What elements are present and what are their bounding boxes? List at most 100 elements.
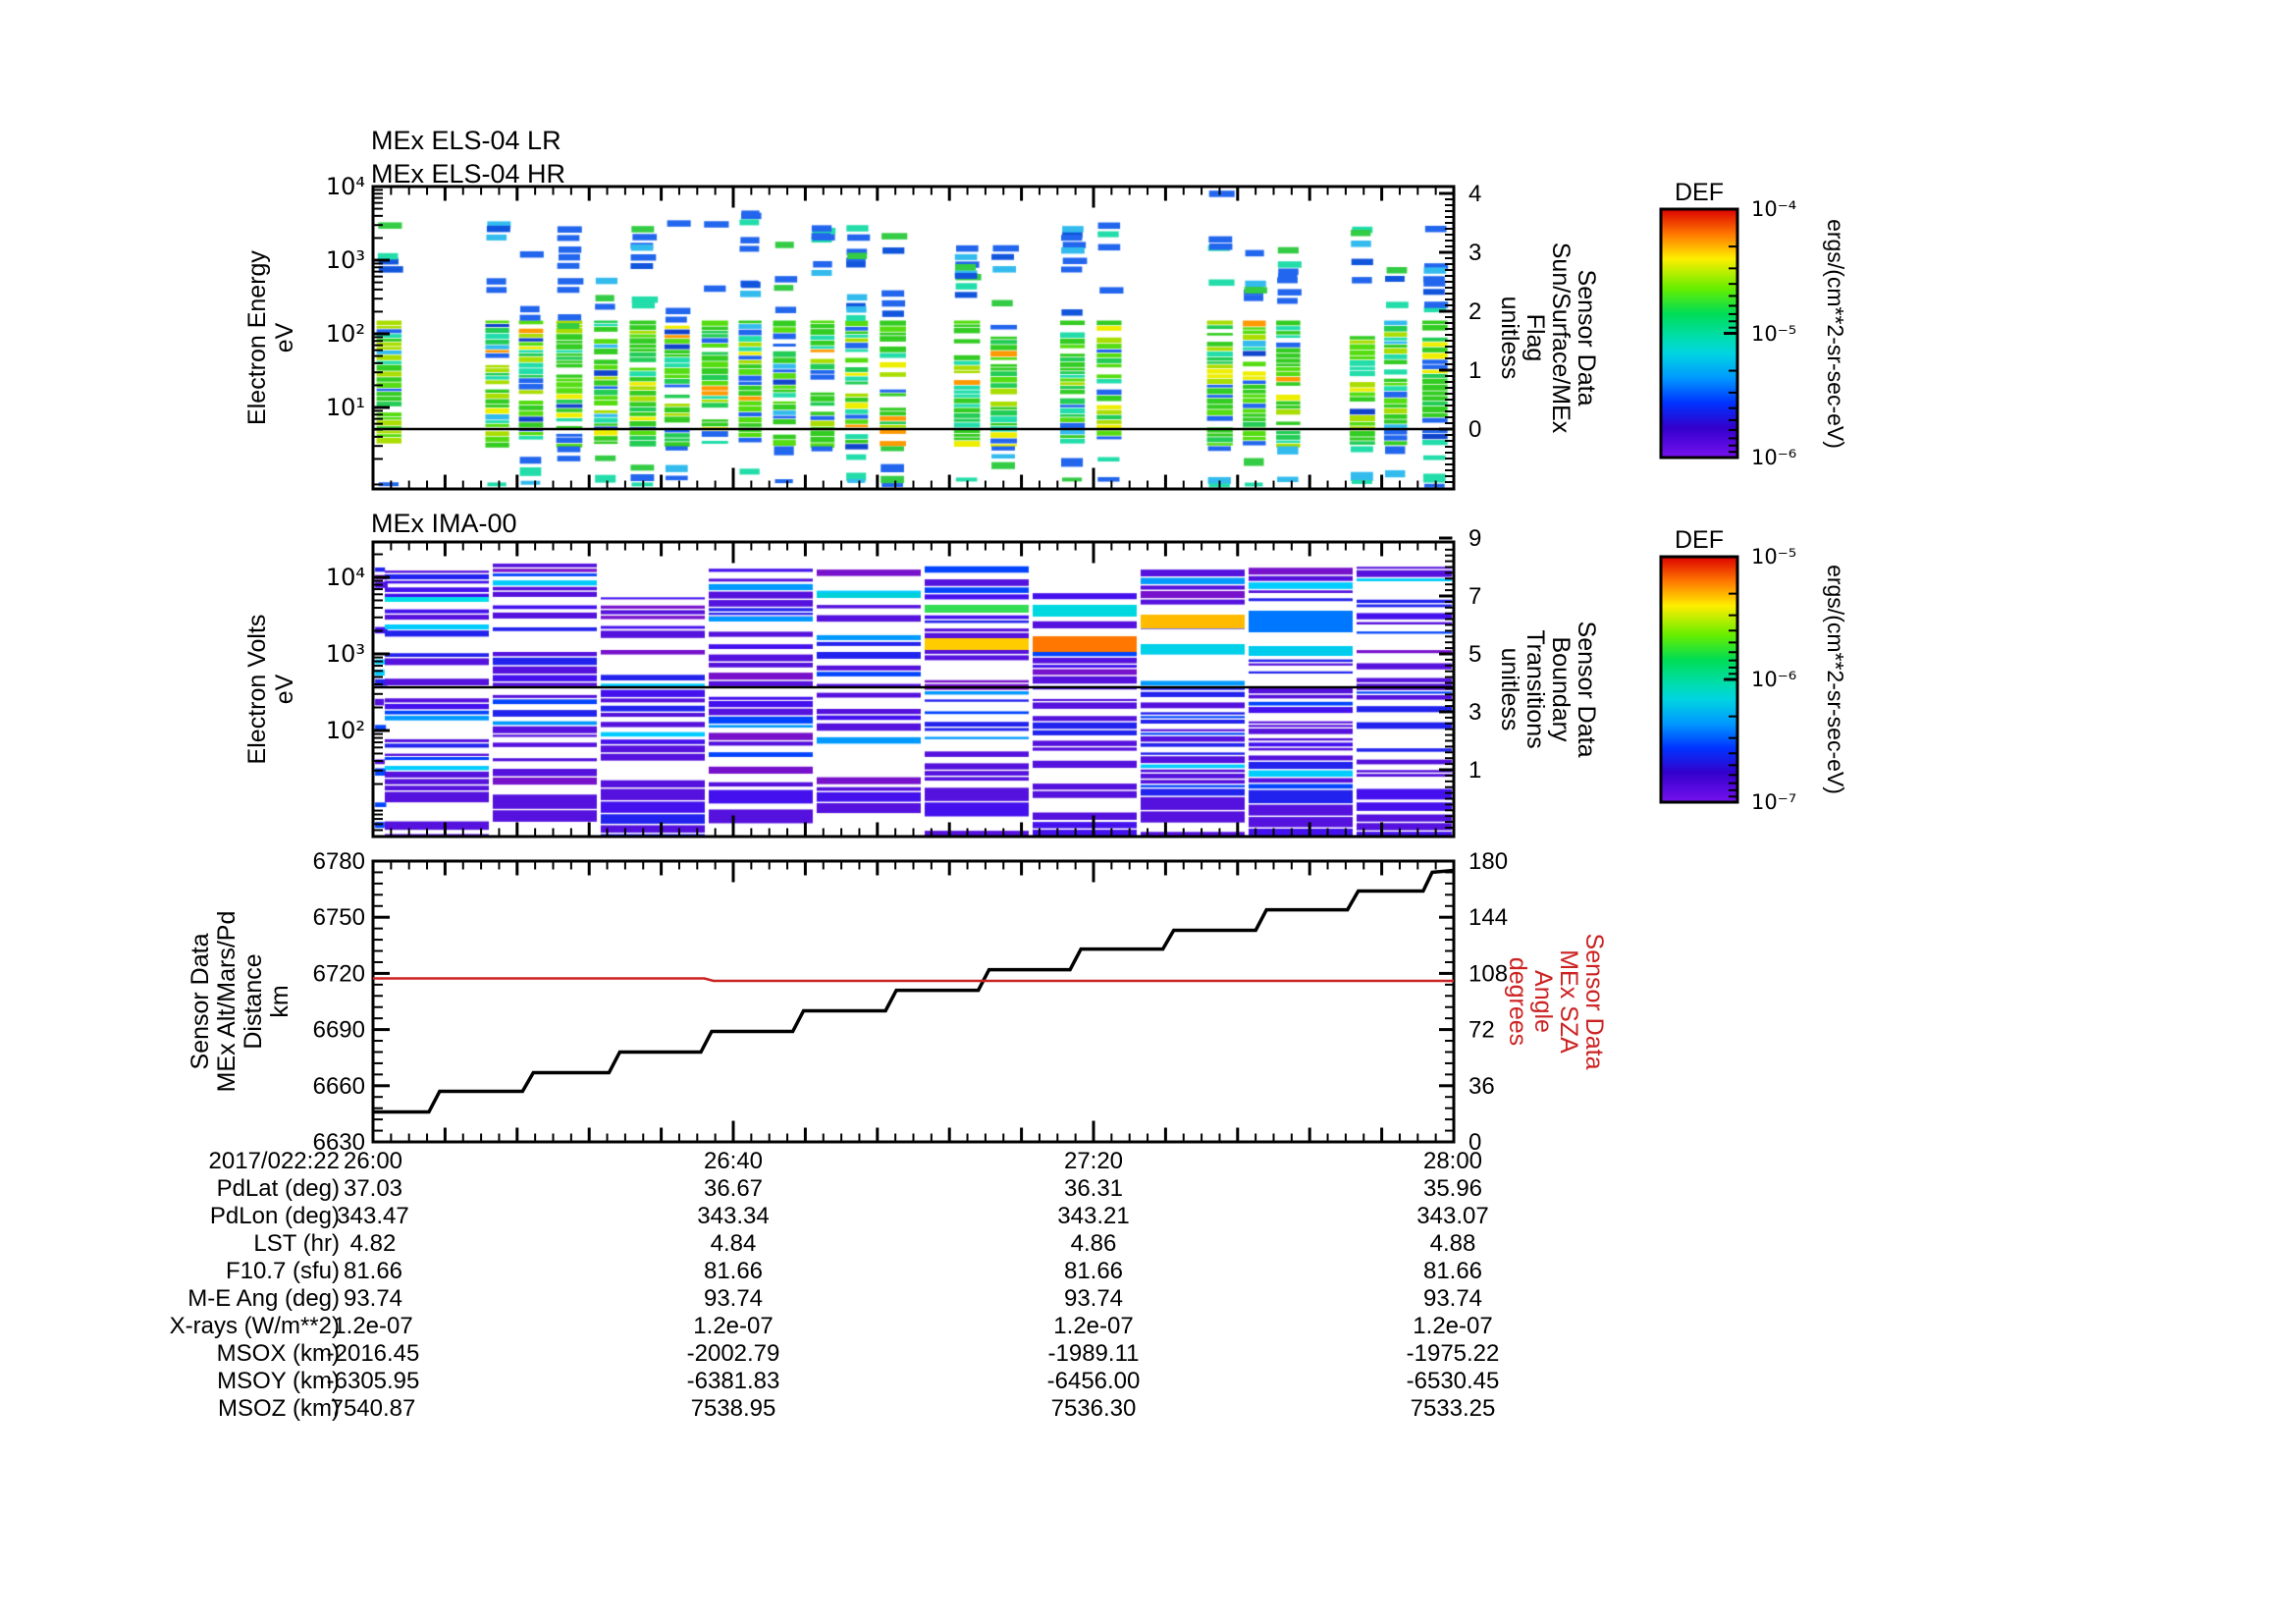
els-right-label-line2: Sun/Surface/MEx (1547, 243, 1575, 434)
table-cell: -1975.22 (1406, 1340, 1500, 1367)
table-cell: -6456.00 (1046, 1368, 1141, 1394)
right-tick-label: 0 (1468, 416, 1481, 443)
table-cell: 93.74 (1063, 1285, 1124, 1312)
right-tick-label: 72 (1468, 1017, 1495, 1044)
table-cell: 36.67 (703, 1175, 764, 1202)
y-tick-label: 10³ (326, 640, 365, 668)
table-cell: 4.88 (1429, 1230, 1476, 1257)
y-tick-label: 10² (326, 320, 365, 348)
panel-border-2 (371, 859, 1456, 1144)
colorbar-1 (1659, 207, 1739, 460)
table-cell: 4.82 (349, 1230, 397, 1257)
table-cell: -2016.45 (326, 1340, 420, 1367)
right-tick-label: 7 (1468, 583, 1481, 610)
colorbar1-tick-bottom: 10⁻⁶ (1751, 446, 1796, 469)
table-cell: 1.2e-07 (1053, 1313, 1134, 1339)
y-tick-label: 10³ (326, 246, 365, 274)
right-tick-label: 3 (1468, 240, 1481, 266)
ima-right-label-line2: Boundary (1547, 636, 1575, 742)
alt-ylabel-line3: Distance (240, 953, 267, 1049)
els-right-label-line4: unitless (1496, 297, 1523, 380)
table-cell: 7538.95 (690, 1395, 776, 1422)
table-cell: -6305.95 (326, 1368, 420, 1394)
table-cell: 343.47 (337, 1203, 409, 1229)
table-cell: 81.66 (1422, 1258, 1483, 1284)
table-cell: -1989.11 (1047, 1340, 1140, 1367)
alt-ylabel-line2: MEx Alt/Mars/Pd (213, 911, 240, 1093)
time-tick-label: 28:00 (1422, 1148, 1483, 1174)
table-cell: 93.74 (1422, 1285, 1483, 1312)
colorbar2-tick-mid: 10⁻⁶ (1751, 668, 1796, 691)
table-date-label: 2017/022:22 (208, 1148, 340, 1174)
table-cell: 81.66 (343, 1258, 403, 1284)
table-cell: -2002.79 (686, 1340, 780, 1367)
right-tick-label: 2 (1468, 298, 1481, 325)
ima-right-label-line1: Sensor Data (1573, 622, 1600, 758)
colorbar1-tick-top: 10⁻⁴ (1751, 197, 1796, 221)
colorbar2-tick-bottom: 10⁻⁷ (1751, 790, 1796, 814)
right-tick-label: 180 (1468, 848, 1508, 875)
colorbar2-unit-label: ergs/(cm**2-sr-sec-eV) (1823, 565, 1848, 794)
y-tick-label: 6750 (313, 904, 365, 931)
table-cell: 36.31 (1063, 1175, 1124, 1202)
table-cell: -6381.83 (686, 1368, 780, 1394)
right-tick-label: 144 (1468, 904, 1508, 931)
time-tick-label: 26:40 (703, 1148, 764, 1174)
right-tick-label: 3 (1468, 699, 1481, 726)
table-row-label: MSOY (km) (217, 1368, 340, 1394)
colorbar2-title: DEF (1675, 526, 1724, 554)
right-tick-label: 36 (1468, 1073, 1495, 1100)
ima-spectrogram-canvas (373, 542, 1454, 837)
ima-ylabel-line2: eV (271, 674, 298, 704)
table-row-label: F10.7 (sfu) (225, 1258, 340, 1284)
table-cell: 343.34 (697, 1203, 770, 1229)
table-row-label: LST (hr) (253, 1230, 340, 1257)
table-cell: 7536.30 (1050, 1395, 1137, 1422)
els-title-hr: MEx ELS-04 HR (371, 159, 565, 189)
sza-right-label-line2: MEx SZA (1555, 949, 1582, 1054)
table-cell: 4.84 (710, 1230, 757, 1257)
colorbar1-tick-mid: 10⁻⁵ (1751, 322, 1796, 346)
ima-title: MEx IMA-00 (371, 509, 517, 538)
table-cell: 1.2e-07 (333, 1313, 413, 1339)
colorbar-2 (1659, 555, 1739, 804)
right-tick-label: 5 (1468, 641, 1481, 668)
y-tick-label: 6780 (313, 848, 365, 875)
table-cell: 1.2e-07 (693, 1313, 774, 1339)
right-tick-label: 4 (1468, 181, 1481, 207)
table-cell: 93.74 (343, 1285, 403, 1312)
table-cell: 81.66 (1063, 1258, 1124, 1284)
ima-right-label-line3: Transitions (1522, 629, 1549, 748)
y-tick-label: 10⁴ (326, 564, 365, 591)
table-cell: 93.74 (703, 1285, 764, 1312)
table-row-label: PdLon (deg) (209, 1203, 340, 1229)
table-row-label: M-E Ang (deg) (187, 1285, 340, 1312)
ima-right-label-line4: unitless (1496, 648, 1523, 731)
ima-ylabel-line1: Electron Volts (243, 615, 271, 765)
table-cell: -6530.45 (1406, 1368, 1500, 1394)
els-right-label-line3: Flag (1522, 314, 1549, 362)
els-ylabel-line1: Electron Energy (243, 250, 271, 425)
y-tick-label: 6690 (313, 1017, 365, 1044)
els-title-lr: MEx ELS-04 LR (371, 126, 561, 155)
sza-right-label-line1: Sensor Data (1580, 934, 1608, 1070)
table-row-label: MSOZ (km) (218, 1395, 340, 1422)
right-tick-label: 1 (1468, 757, 1481, 784)
colorbar1-unit-label: ergs/(cm**2-sr-sec-eV) (1823, 219, 1848, 449)
table-cell: 343.21 (1057, 1203, 1130, 1229)
y-tick-label: 10¹ (326, 394, 365, 421)
table-cell: 7540.87 (330, 1395, 416, 1422)
right-tick-label: 108 (1468, 960, 1508, 987)
sza-line (373, 977, 1454, 983)
right-tick-label: 9 (1468, 525, 1481, 552)
y-tick-label: 10² (326, 717, 365, 744)
time-tick-label: 26:00 (343, 1148, 403, 1174)
sza-right-label-line3: Angle (1529, 970, 1557, 1033)
y-tick-label: 10⁴ (326, 173, 365, 200)
table-cell: 1.2e-07 (1413, 1313, 1493, 1339)
els-spectrogram-canvas (373, 187, 1454, 489)
colorbar1-title: DEF (1675, 179, 1724, 206)
table-cell: 343.07 (1416, 1203, 1489, 1229)
altitude-line (373, 868, 1455, 1114)
